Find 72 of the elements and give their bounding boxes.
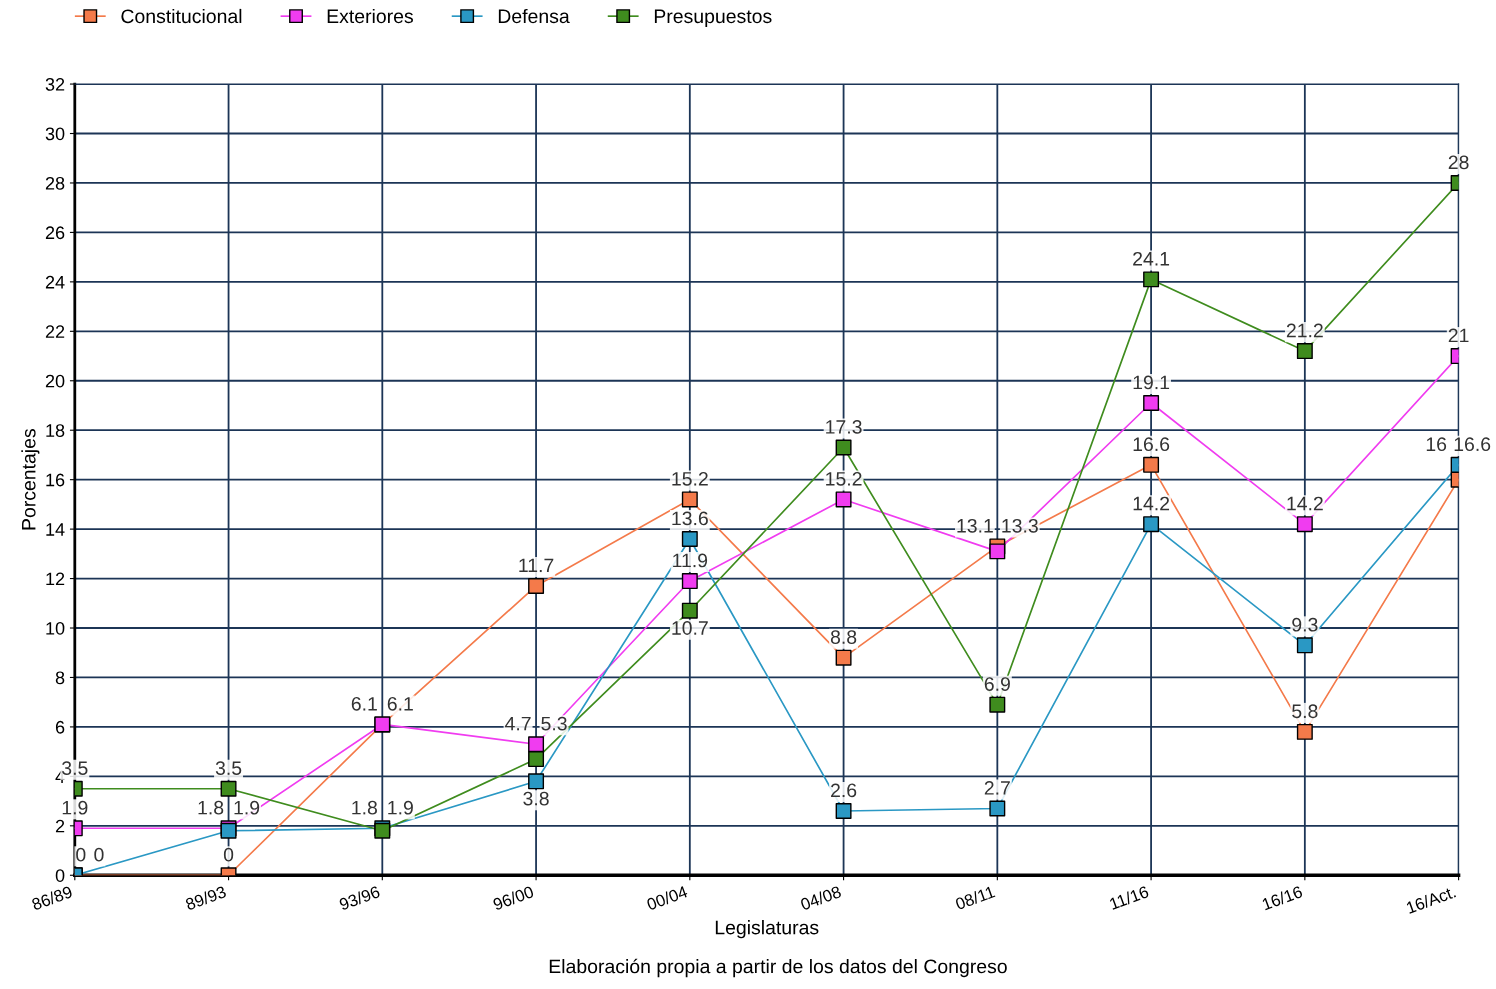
y-tick-label: 6 [55,720,65,734]
y-tick-label: 32 [45,78,65,91]
data-label: 0 [223,847,234,862]
data-label: 21.2 [1286,323,1323,338]
legend-label: Defensa [498,8,570,24]
data-label: 13.1 [957,518,993,533]
data-label: 10.7 [672,621,708,635]
data-label: 2.7 [984,781,1010,795]
data-label: 6.1 [351,696,377,711]
y-tick-label: 16 [46,473,65,487]
data-label: 3.8 [523,791,549,806]
y-tick-label: 20 [45,374,65,388]
x-tick-label: 16/Act. [1405,885,1457,914]
data-label: 1.9 [234,800,260,815]
y-tick-label: 22 [45,325,65,338]
y-tick-label: 24 [45,275,65,289]
y-tick-label: 12 [46,572,65,586]
data-label: 14.2 [1133,496,1170,511]
data-label: 28 [1448,155,1469,170]
data-label: 1.9 [388,800,413,815]
y-axis-title: Porcentajes [21,429,40,530]
data-label: 24.1 [1133,251,1170,266]
y-tick-label: 2 [55,819,65,833]
data-label: 19.1 [1133,375,1170,390]
data-label: 15.2 [672,471,708,486]
data-label: 17.3 [826,420,862,434]
x-tick-label: 08/11 [954,885,996,911]
data-label: 0 [76,847,86,862]
text: Elaboración propia a partir de los datos del Congreso [549,958,1007,978]
y-tick-label: 8 [55,671,65,685]
data-label: 8.8 [830,630,857,644]
y-tick-label: 18 [46,424,65,437]
x-tick-label: 86/89 [30,885,73,911]
legend-label: Presupuestos [654,9,772,28]
x-tick-label: 96/00 [492,885,535,911]
data-label: 21 [1448,328,1469,343]
data-label: 4.7 [505,716,531,731]
x-tick-label: 04/08 [799,885,842,911]
y-tick-label: 0 [55,869,65,882]
data-label: 15.2 [826,471,862,486]
data-label: 13.6 [672,511,708,526]
data-label: 2.6 [831,783,857,798]
x-tick-label: 00/04 [645,885,689,911]
data-label: 0 [94,847,104,862]
data-label: 3.5 [215,761,242,775]
x-tick-label: 16/16 [1261,885,1304,911]
x-tick-label: 89/93 [184,885,227,911]
data-label: 14.2 [1287,496,1323,511]
x-tick-label: 11/16 [1108,885,1150,910]
data-label: 1.9 [62,800,88,815]
x-axis-title: Legislaturas [715,920,819,939]
data-label: 1.8 [352,800,377,815]
data-label: 16.6 [1454,437,1491,452]
data-label: 6.1 [387,696,413,711]
data-label: 13.3 [1002,518,1038,533]
data-label: 9.3 [1292,617,1318,632]
y-tick-label: 10 [46,621,65,635]
y-tick-label: 30 [45,127,65,141]
data-label: 5.3 [541,716,567,731]
data-label: 5.8 [1292,704,1318,719]
data-label: 6.9 [984,677,1010,691]
data-label: 1.8 [198,800,224,815]
legend-label: Exteriores [327,8,413,24]
legend-label: Constitucional [121,8,242,24]
data-label: 11.7 [519,558,554,573]
x-tick-label: 93/96 [338,885,381,911]
y-tick-label: 28 [45,176,65,190]
y-tick-label: 14 [46,523,65,536]
y-tick-label: 26 [45,226,65,240]
data-label: 16 [1426,437,1447,452]
data-label: 16.6 [1133,437,1170,452]
data-label: 11.9 [673,553,708,568]
